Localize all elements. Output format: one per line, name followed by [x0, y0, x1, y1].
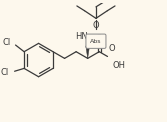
Text: O: O: [108, 44, 115, 53]
Text: HN: HN: [76, 32, 88, 41]
Polygon shape: [86, 46, 90, 58]
Text: OH: OH: [112, 61, 125, 70]
Text: O: O: [93, 21, 99, 30]
FancyBboxPatch shape: [86, 34, 106, 48]
Text: Cl: Cl: [1, 68, 9, 77]
Text: Abs: Abs: [90, 39, 102, 44]
Text: O: O: [96, 34, 103, 43]
Text: Cl: Cl: [3, 38, 11, 47]
